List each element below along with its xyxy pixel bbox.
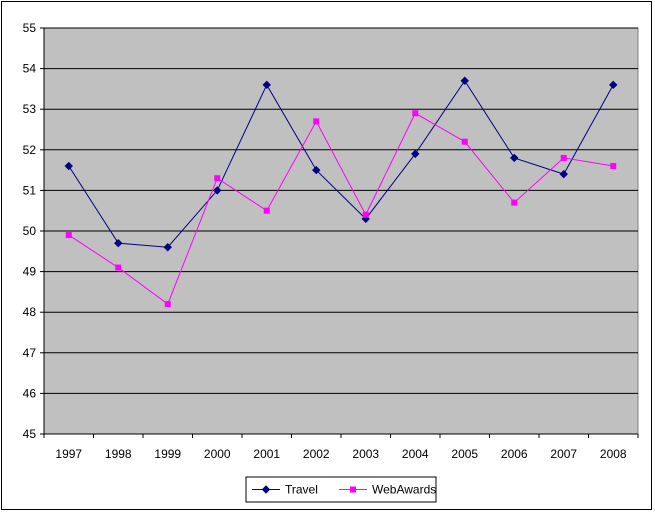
y-tick-label: 52: [23, 143, 37, 157]
data-point-travel: [609, 80, 618, 90]
y-tick-label: 46: [23, 386, 37, 400]
x-tick-label: 2006: [501, 447, 528, 461]
y-tick-label: 55: [23, 21, 37, 35]
legend-marker-travel: [261, 485, 271, 494]
y-tick-label: 54: [23, 62, 37, 76]
x-tick-label: 2008: [600, 447, 627, 461]
y-tick-label: 51: [23, 183, 37, 197]
data-point-webawards: [263, 207, 270, 214]
y-tick-label: 49: [23, 265, 37, 279]
data-point-travel: [510, 153, 519, 163]
data-point-webawards: [610, 163, 617, 170]
y-tick-label: 50: [23, 224, 37, 238]
x-tick-label: 2005: [451, 447, 478, 461]
x-tick-label: 2007: [550, 447, 577, 461]
data-point-webawards: [164, 301, 171, 308]
data-point-webawards: [461, 138, 468, 145]
x-tick-label: 2003: [352, 447, 379, 461]
series-line-travel: [68, 79, 614, 248]
x-tick-label: 1998: [105, 447, 132, 461]
y-tick-label: 53: [23, 102, 37, 116]
data-point-travel: [163, 243, 172, 252]
data-point-travel: [262, 80, 271, 90]
data-point-webawards: [313, 118, 320, 125]
data-point-travel: [312, 165, 321, 175]
y-tick-label: 45: [23, 427, 37, 441]
x-tick-label: 1999: [154, 447, 181, 461]
data-point-travel: [64, 161, 73, 171]
x-tick-label: 2000: [204, 447, 231, 461]
x-tick-label: 2001: [253, 447, 280, 461]
data-point-webawards: [65, 232, 72, 239]
data-point-travel: [559, 169, 568, 179]
data-point-webawards: [412, 110, 419, 117]
legend-label-webawards: WebAwards: [372, 483, 436, 497]
data-point-travel: [411, 149, 420, 159]
data-point-webawards: [214, 175, 221, 182]
data-point-travel: [213, 186, 222, 195]
data-point-travel: [114, 238, 123, 248]
x-tick-label: 1997: [55, 447, 82, 461]
x-tick-label: 2002: [303, 447, 330, 461]
y-tick-label: 47: [23, 346, 37, 360]
data-point-webawards: [362, 211, 369, 218]
legend-label-travel: Travel: [285, 483, 318, 497]
series-line-webawards: [68, 112, 614, 305]
data-point-webawards: [511, 199, 518, 206]
data-point-webawards: [115, 264, 122, 271]
data-point-travel: [460, 76, 469, 85]
y-tick-label: 48: [23, 305, 37, 319]
legend-marker-webawards: [350, 486, 356, 493]
x-tick-label: 2004: [402, 447, 429, 461]
data-point-webawards: [560, 154, 567, 161]
